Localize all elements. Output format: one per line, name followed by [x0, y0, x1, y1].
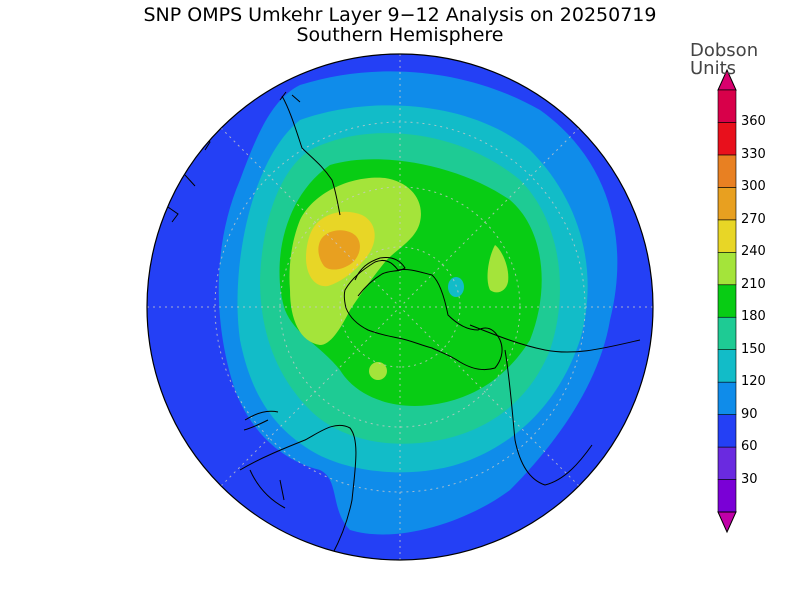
colorbar-band [717, 414, 737, 448]
africa-coast [469, 324, 641, 486]
colorbar-tick-label: 300 [741, 179, 766, 195]
colorbar-band [717, 381, 737, 415]
south-america-coast [279, 91, 341, 216]
contour-120-150-spot [448, 277, 464, 297]
map-subtitle: Southern Hemisphere [296, 24, 504, 46]
coastlines [164, 91, 641, 556]
contour-210-240-east [487, 245, 509, 293]
antarctic-peninsula [354, 257, 406, 297]
colorbar-band [717, 154, 737, 188]
colorbar-band [717, 446, 737, 480]
colorbar-band [717, 252, 737, 286]
colorbar-band [717, 122, 737, 156]
colorbar-tick-label: 210 [741, 276, 766, 292]
colorbar [717, 68, 737, 534]
colorbar-band [717, 89, 737, 123]
colorbar-tick-label: 150 [741, 341, 766, 357]
map-title: SNP OMPS Umkehr Layer 9−12 Analysis on 2… [143, 4, 657, 26]
colorbar-tick-label: 360 [741, 114, 766, 130]
contour-210-240-small [369, 362, 387, 380]
map-boundary [146, 53, 654, 561]
colorbar-tick-label: 120 [741, 374, 766, 390]
colorbar-tick-label: 180 [741, 309, 766, 325]
colorbar-band [717, 349, 737, 383]
colorbar-tick-label: 30 [741, 471, 758, 487]
graticule [147, 54, 653, 560]
colorbar-tick-label: 270 [741, 211, 766, 227]
australia-coast [239, 424, 357, 556]
colorbar-min-arrow [717, 511, 737, 534]
colorbar-tick-label: 90 [741, 406, 758, 422]
colorbar-band [717, 479, 737, 513]
colorbar-tick-label: 240 [741, 244, 766, 260]
colorbar-units-label: Dobson [690, 40, 759, 61]
colorbar-units-label-2: Units [690, 58, 737, 79]
colorbar-band [717, 187, 737, 221]
colorbar-band [717, 219, 737, 253]
new-zealand-coast [243, 410, 279, 431]
colorbar-band [717, 316, 737, 350]
colorbar-band [717, 284, 737, 318]
colorbar-tick-label: 330 [741, 146, 766, 162]
colorbar-tick-label: 60 [741, 439, 758, 455]
tierra-islands [164, 119, 219, 223]
contour-270-300 [318, 230, 360, 270]
ozone-field [147, 54, 653, 560]
